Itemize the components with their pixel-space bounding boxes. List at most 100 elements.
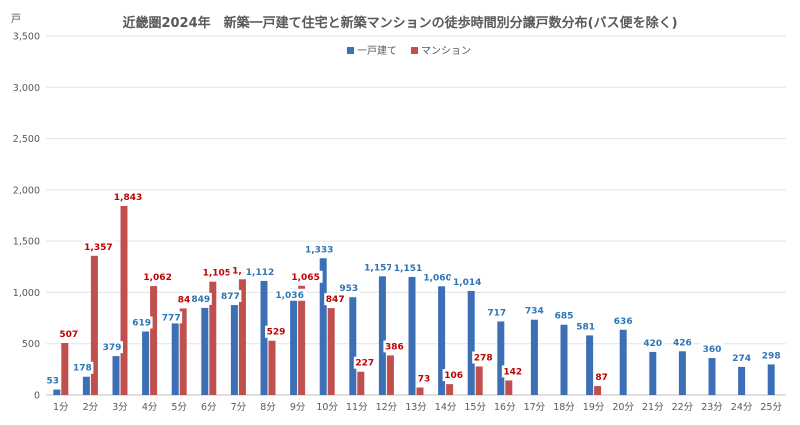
data-label-background: [71, 361, 94, 374]
data-label: 1,157: [364, 263, 392, 273]
bar-house: [530, 319, 538, 395]
y-tick-label: 500: [22, 339, 40, 350]
bar-house: [619, 329, 627, 395]
chart-title: 近畿圏2024年 新築一戸建て住宅と新築マンションの徒歩時間別分譲戸数分布(バス…: [122, 15, 677, 31]
y-tick-label: 3,000: [13, 83, 40, 94]
bar-house: [649, 351, 657, 395]
data-label-background: [81, 240, 116, 253]
bar-house: [438, 286, 446, 395]
x-tick-label: 15分: [464, 402, 486, 413]
y-tick-label: 3,500: [13, 32, 40, 43]
data-label-background: [523, 304, 546, 317]
bar-house: [767, 364, 775, 395]
data-label: 849: [191, 295, 210, 305]
bar-mansion: [120, 205, 128, 395]
x-tick-label: 8分: [260, 402, 276, 413]
bar-house: [349, 297, 357, 395]
bar-house: [738, 366, 746, 395]
bar-mansion: [90, 255, 98, 395]
bar-house: [319, 258, 327, 395]
bar-mansion: [268, 340, 276, 395]
legend-swatch-mansion: [411, 47, 418, 54]
data-label-background: [130, 316, 153, 329]
data-label: 636: [614, 317, 633, 327]
data-label: 953: [339, 284, 358, 294]
bar-house: [82, 376, 90, 395]
x-tick-label: 3分: [112, 402, 128, 413]
x-tick-label: 14分: [435, 402, 457, 413]
x-tick-label: 23分: [701, 402, 723, 413]
x-tick-label: 19分: [583, 402, 605, 413]
data-label: 227: [355, 359, 374, 369]
x-tick-label: 6分: [201, 402, 217, 413]
data-label-background: [641, 336, 664, 349]
bar-mansion: [475, 366, 483, 395]
bar-house: [378, 276, 386, 395]
data-label: 1,060: [423, 273, 451, 283]
data-label-background: [44, 374, 61, 387]
data-label-background: [57, 327, 80, 340]
x-tick-label: 11分: [346, 402, 368, 413]
bar-mansion: [505, 380, 513, 395]
data-label: 1,151: [394, 264, 422, 274]
data-label-background: [361, 261, 396, 274]
data-label-background: [265, 325, 287, 338]
data-label: 1,014: [453, 278, 481, 288]
data-label: 278: [474, 353, 493, 363]
bar-house: [112, 356, 120, 395]
data-label: 1,065: [291, 273, 319, 283]
x-tick-label: 20分: [612, 402, 634, 413]
legend-label-mansion: マンション: [421, 46, 471, 57]
data-label: 142: [503, 367, 522, 377]
data-label-background: [450, 275, 485, 288]
data-label-background: [501, 365, 524, 378]
data-label-background: [574, 320, 597, 333]
data-label: 619: [132, 319, 151, 329]
data-label-background: [353, 356, 376, 369]
data-label-background: [219, 290, 242, 303]
data-label: 53: [47, 377, 60, 387]
data-label: 426: [673, 338, 692, 348]
data-label: 717: [487, 308, 506, 318]
data-label: 298: [762, 351, 781, 361]
data-label-background: [760, 349, 783, 362]
bar-mansion: [386, 355, 394, 395]
y-tick-label: 2,500: [13, 134, 40, 145]
bar-house: [201, 307, 209, 395]
x-tick-label: 17分: [524, 402, 546, 413]
y-tick-label: 0: [34, 391, 40, 402]
data-label-background: [420, 271, 455, 284]
bar-house: [586, 335, 594, 395]
x-tick-label: 5分: [171, 402, 187, 413]
bar-house: [708, 358, 716, 395]
bar-mansion: [327, 308, 335, 395]
grid-layer: [46, 35, 786, 396]
bar-mansion: [209, 281, 217, 395]
data-label: 274: [732, 354, 751, 364]
legend-swatch-house: [347, 47, 354, 54]
x-tick-label: 7分: [231, 402, 247, 413]
y-axis: 0 500 1,000 1,500 2,000 2,500 3,000 3,500: [13, 32, 40, 402]
data-label-background: [189, 292, 212, 305]
data-label-background: [730, 351, 753, 364]
data-label: 507: [59, 330, 78, 340]
data-label-background: [272, 288, 307, 301]
data-label: 379: [103, 343, 122, 353]
y-tick-label: 2,000: [13, 185, 40, 196]
bar-mansion: [61, 342, 69, 395]
data-label: 1,843: [114, 193, 142, 203]
bar-house: [142, 331, 150, 395]
data-label: 877: [221, 292, 240, 302]
x-tick-label: 18分: [553, 402, 575, 413]
data-label-background: [302, 243, 337, 256]
x-tick-label: 22分: [672, 402, 694, 413]
bar-house: [230, 305, 238, 395]
legend-label-house: 一戸建て: [357, 44, 397, 57]
data-label: 734: [525, 307, 544, 317]
data-label: 106: [444, 371, 463, 381]
bar-mansion: [238, 279, 246, 395]
bar-house: [290, 288, 298, 395]
data-label: 87: [595, 373, 608, 383]
